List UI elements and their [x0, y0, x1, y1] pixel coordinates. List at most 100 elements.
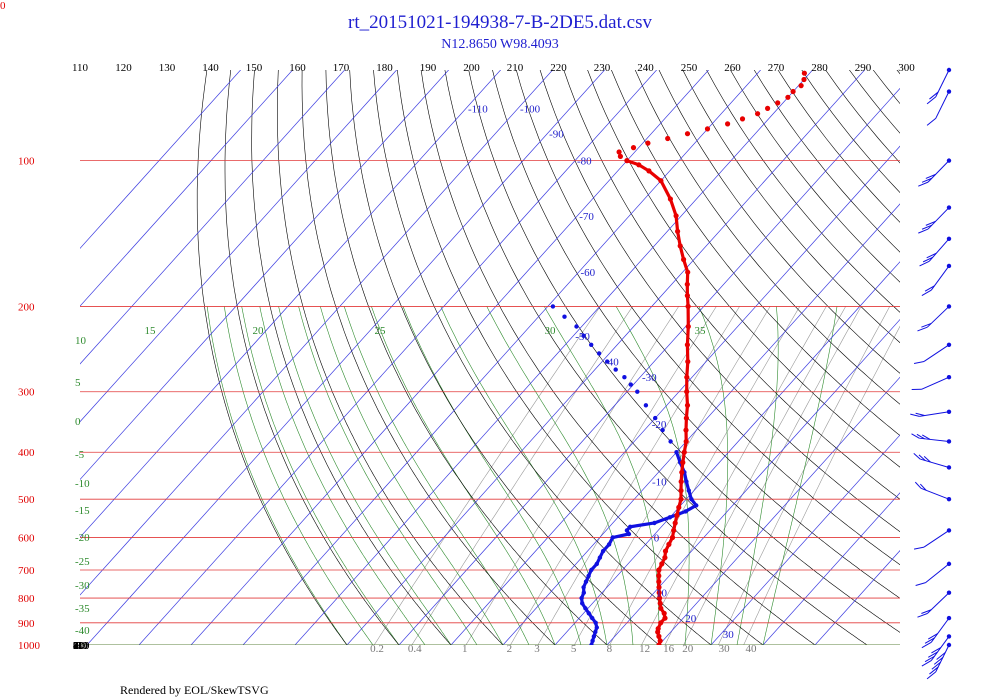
isotherm-line — [398, 87, 900, 645]
wind-barb-flag — [924, 285, 935, 292]
dewpoint-point — [605, 359, 610, 364]
isotherm-label: -40 — [604, 357, 619, 369]
wind-barb-flag — [918, 228, 929, 234]
isotherm-line — [450, 145, 900, 645]
pressure-label: 500 — [18, 494, 35, 506]
isotherm-line — [80, 70, 502, 538]
wind-barb-flag — [931, 647, 942, 654]
theta-left-label: -40 — [73, 640, 88, 652]
rendered-by-footer: Rendered by EOL/SkewTSVG — [120, 683, 269, 697]
temperature-point — [798, 83, 804, 89]
isotherm-label: -50 — [575, 331, 590, 343]
dewpoint-point — [562, 314, 567, 319]
moist-adiabat-label: 15 — [145, 325, 157, 337]
temperature-point — [801, 70, 808, 76]
isotherm-line — [80, 70, 398, 423]
wind-barb — [910, 409, 952, 417]
temperature-point — [785, 94, 791, 100]
wind-barb-flag — [919, 483, 927, 491]
dewpoint-point — [660, 427, 665, 433]
wind-barb-flag — [936, 652, 946, 660]
moist-left-label: -20 — [75, 532, 90, 544]
dry-adiabat-line — [977, 53, 1000, 645]
mixing-ratio-label: 30 — [719, 643, 731, 655]
wind-barb — [926, 89, 952, 126]
theta-left-label: 60 — [73, 640, 85, 652]
theta-top-label: 200 — [463, 62, 480, 74]
mixing-ratio-lines — [373, 306, 900, 645]
temperature-point — [645, 140, 651, 146]
moist-adiabat-line — [544, 306, 660, 645]
theta-top-label: 280 — [811, 62, 828, 74]
dewpoint-point — [581, 333, 586, 338]
mixing-ratio-line — [641, 306, 827, 645]
isotherm-line — [762, 492, 900, 645]
wind-barb — [919, 236, 952, 267]
theta-left-label: 80 — [73, 640, 85, 652]
moist-adiabat-line — [762, 306, 838, 645]
dewpoint-point — [589, 342, 594, 347]
mixing-ratio-label: 20 — [682, 643, 694, 655]
wind-barb — [918, 205, 952, 234]
mixing-ratio-label: 8 — [607, 643, 613, 655]
theta-left-label: -10 — [73, 640, 88, 652]
theta-top-label: 240 — [637, 62, 654, 74]
isotherm-line — [80, 70, 554, 596]
dry-adiabat-line — [849, 70, 900, 134]
wind-barb — [914, 481, 952, 502]
isotherms — [80, 70, 900, 645]
theta-left-label: 70 — [73, 640, 85, 652]
theta-top-label: 150 — [246, 62, 263, 74]
temperature-profile — [616, 70, 808, 645]
theta-left-label: 40 — [73, 640, 85, 652]
mixing-ratio-label: 12 — [639, 643, 650, 655]
isobars — [80, 160, 900, 645]
dry-adiabat-line — [801, 70, 900, 193]
wind-barb-flag — [921, 177, 933, 183]
dewpoint-point — [574, 324, 579, 329]
isotherm-line — [80, 70, 346, 365]
isotherm-label: -90 — [549, 129, 564, 141]
dewpoint-profile — [550, 304, 699, 645]
wind-barb-flag — [926, 671, 937, 680]
mixing-ratio-line — [718, 306, 890, 645]
theta-top-label: 210 — [507, 62, 524, 74]
wind-barb-flag — [913, 453, 921, 460]
moist-left-label: 5 — [75, 377, 81, 389]
isotherm-label: 0 — [654, 533, 660, 545]
dry-adiabat-line — [196, 70, 348, 645]
temperature-point — [665, 135, 671, 142]
moist-left-label: -15 — [75, 505, 90, 517]
theta-top-label: 250 — [681, 62, 698, 74]
isotherm-label: -70 — [579, 211, 594, 223]
wind-barb — [911, 375, 952, 391]
mixing-ratio-label: 40 — [746, 643, 758, 655]
temperature-point — [765, 105, 771, 111]
temperature-point — [704, 126, 711, 132]
wind-barb-flag — [926, 96, 937, 105]
wind-barb — [913, 528, 952, 550]
theta-top-label: 110 — [72, 62, 89, 74]
dewpoint-point — [550, 304, 556, 309]
wind-barb-flag — [928, 633, 938, 640]
isotherm-label: 10 — [656, 588, 668, 600]
wind-barb-flag — [922, 256, 933, 263]
isotherm-line — [606, 318, 900, 645]
isotherm-label: -30 — [642, 372, 657, 384]
wind-barb-flag — [928, 651, 938, 658]
moist-left-label: -10 — [75, 478, 90, 490]
pressure-label: 400 — [18, 447, 35, 459]
dry-adiabat-line — [634, 70, 900, 405]
theta-left-label: -30 — [73, 640, 88, 652]
dry-adiabat-line — [373, 70, 712, 645]
wind-barb — [913, 342, 952, 364]
wind-barb-flag — [921, 641, 932, 649]
moist-left-label: -5 — [75, 449, 85, 461]
isotherm-line — [346, 70, 866, 645]
wind-barb-flag — [925, 220, 936, 226]
mixing-ratio-line — [743, 325, 900, 645]
isotherm-line — [294, 70, 814, 645]
moist-adiabat-line — [206, 306, 348, 645]
moist-adiabat-line — [320, 306, 504, 645]
